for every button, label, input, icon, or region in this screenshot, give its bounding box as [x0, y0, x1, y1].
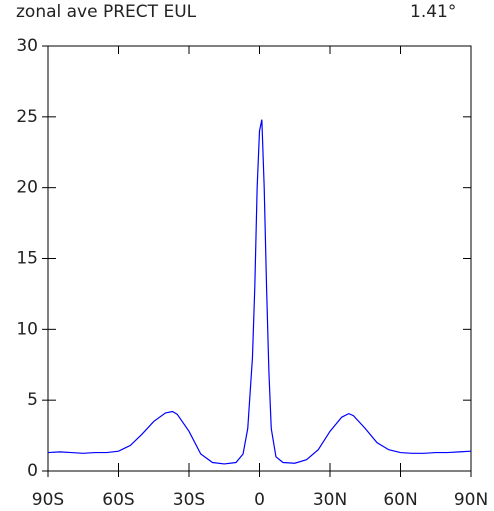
- x-tick-label: 60S: [102, 490, 134, 510]
- x-tick-label: 60N: [383, 490, 417, 510]
- x-tick-label: 90N: [454, 490, 488, 510]
- x-tick-label: 30S: [173, 490, 205, 510]
- y-tick-label: 20: [16, 178, 38, 198]
- y-tick-label: 10: [16, 319, 38, 339]
- x-tick-label: 30N: [313, 490, 347, 510]
- data-line: [47, 119, 472, 465]
- y-tick-label: 25: [16, 107, 38, 127]
- x-tick-label: 0: [254, 490, 265, 510]
- y-tick-label: 15: [16, 249, 38, 269]
- y-tick-label: 30: [16, 36, 38, 56]
- plot-frame: [47, 45, 472, 472]
- y-tick-label: 5: [27, 390, 38, 410]
- y-tick-label: 0: [27, 461, 38, 481]
- chart-title: zonal ave PRECT EUL: [16, 2, 197, 22]
- chart-subtitle: 1.41°: [410, 2, 456, 22]
- x-tick-label: 90S: [32, 490, 64, 510]
